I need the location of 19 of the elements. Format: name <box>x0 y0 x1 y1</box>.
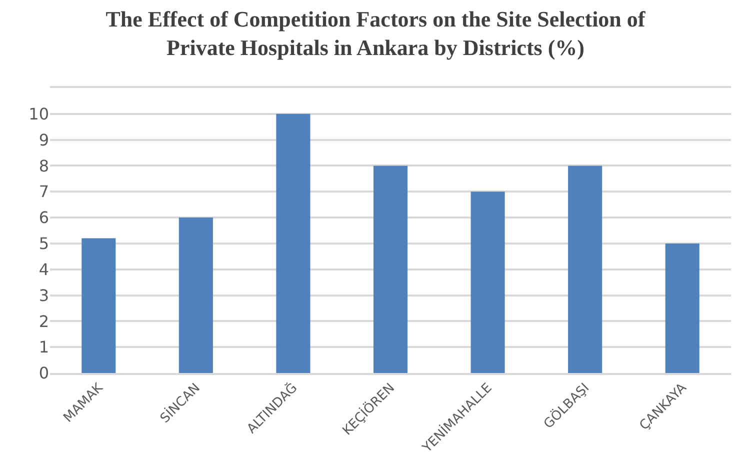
y-tick-label: 0 <box>38 364 49 383</box>
y-tick-label: 10 <box>28 104 49 124</box>
y-tick-label: 9 <box>38 130 49 150</box>
bar <box>665 243 700 373</box>
bar <box>82 238 116 373</box>
chart-title: The Effect of Competition Factors on the Site Selection of Private Hospitals in Ankara by Districts (%) <box>106 6 646 60</box>
bar <box>470 192 505 373</box>
y-tick-label: 1 <box>38 338 49 357</box>
y-tick-label: 6 <box>38 208 49 228</box>
y-tick-label: 5 <box>38 234 49 254</box>
y-tick-label: 4 <box>38 260 49 279</box>
bar <box>276 114 310 373</box>
bar <box>178 218 213 373</box>
y-tick-label: 8 <box>38 156 49 176</box>
y-tick-label: 2 <box>38 312 49 331</box>
bar <box>373 166 408 373</box>
bar <box>568 166 602 373</box>
y-tick-label: 3 <box>38 286 49 305</box>
y-tick-label: 7 <box>38 182 49 202</box>
